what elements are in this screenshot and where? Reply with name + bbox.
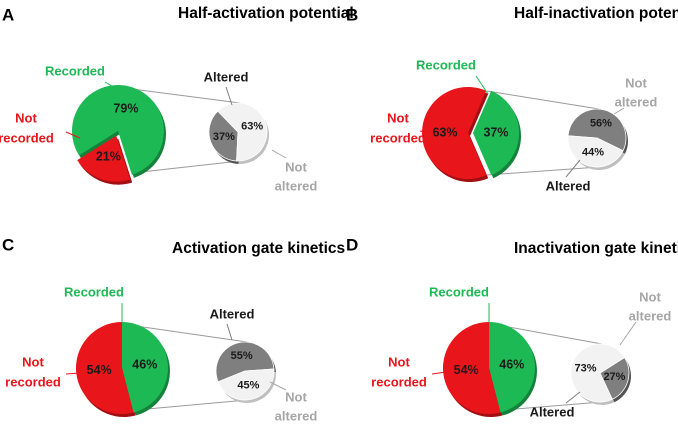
recorded-slice	[473, 90, 520, 176]
panel-title: Half-activation potential	[178, 5, 354, 22]
panel-d: D Inactivation gate kinetics 46% 54% 27% 73% R…	[346, 235, 678, 419]
not-altered-value-label: 44%	[582, 146, 604, 158]
altered-slice	[208, 110, 239, 162]
connector-line-bottom	[486, 166, 600, 176]
not-recorded-slice	[77, 135, 131, 182]
not-recorded-label-line-2: recorded	[0, 130, 54, 145]
connector-line-bottom	[131, 160, 241, 174]
recorded-slice	[72, 85, 165, 175]
not-recorded-label-line-2: recorded	[371, 374, 427, 389]
not-altered-label-line-2: altered	[629, 308, 672, 323]
panel-letter: B	[346, 5, 358, 24]
recorded-label: Recorded	[416, 57, 476, 72]
not-recorded-label-line-2: recorded	[370, 130, 426, 145]
altered-leader-line	[226, 323, 233, 341]
altered-value-label: 55%	[231, 350, 253, 362]
not-recorded-leader-line	[419, 130, 435, 135]
altered-label: Altered	[546, 178, 591, 193]
recorded-value-label: 46%	[499, 357, 524, 371]
not-recorded-value-label: 21%	[96, 150, 121, 164]
not-altered-slice	[217, 102, 268, 162]
recorded-label: Recorded	[64, 284, 124, 299]
not-altered-label-line-2: altered	[275, 178, 318, 193]
panel-title: Activation gate kinetics	[172, 240, 345, 257]
not-altered-slice	[567, 135, 624, 168]
not-recorded-label-line-1: Not	[387, 110, 409, 125]
not-recorded-value-label: 54%	[87, 363, 112, 377]
panel-title: Half-inactivation potential	[514, 5, 678, 22]
recorded-slice	[122, 322, 168, 413]
not-recorded-label-line-1: Not	[22, 354, 44, 369]
recorded-slice	[489, 322, 535, 413]
altered-value-label: 37%	[213, 131, 235, 143]
altered-label: Altered	[204, 69, 249, 84]
not-recorded-label-line-1: Not	[15, 110, 37, 125]
connector-line-bottom	[135, 399, 248, 411]
connector-line-bottom	[502, 401, 603, 411]
altered-slice	[215, 341, 275, 383]
not-altered-slice	[570, 343, 626, 403]
panel-letter: C	[2, 235, 14, 254]
altered-leader-line	[565, 391, 581, 404]
not-altered-leader-line	[613, 107, 625, 115]
not-altered-label-line-1: Not	[625, 75, 647, 90]
recorded-value-label: 79%	[113, 102, 138, 116]
connector-line-top	[502, 325, 603, 345]
not-recorded-slice	[422, 86, 487, 179]
not-recorded-value-label: 54%	[454, 363, 479, 377]
panel-letter: A	[2, 5, 14, 24]
altered-label: Altered	[210, 306, 255, 321]
panel-b: B Half-inactivation potential 37% 63% 56% 44%…	[346, 5, 678, 193]
altered-leader-line	[565, 159, 581, 178]
not-altered-slice	[217, 368, 275, 401]
altered-value-label: 56%	[590, 117, 612, 129]
recorded-leader-line	[104, 81, 123, 93]
altered-value-label: 27%	[603, 371, 625, 383]
not-altered-label-line-1: Not	[639, 289, 661, 304]
not-recorded-leader-line	[65, 372, 81, 375]
not-recorded-slice	[442, 322, 501, 414]
not-altered-value-label: 45%	[237, 380, 259, 392]
panel-letter: D	[346, 235, 358, 254]
not-altered-label-line-2: altered	[275, 408, 318, 423]
not-altered-leader-line	[269, 381, 287, 391]
not-recorded-label-line-2: recorded	[5, 374, 61, 389]
altered-slice	[599, 356, 630, 400]
altered-slice	[567, 108, 627, 152]
panel-a: A Half-activation potential 79% 21% 37% 63% Re…	[0, 5, 354, 193]
connector-line-top	[135, 325, 248, 343]
altered-leader-line	[225, 86, 233, 106]
not-recorded-leader-line	[65, 131, 81, 139]
not-altered-leader-line	[271, 149, 287, 159]
not-altered-value-label: 73%	[575, 363, 597, 375]
recorded-leader-line	[475, 75, 489, 95]
not-altered-value-label: 63%	[241, 121, 263, 133]
not-recorded-slice	[75, 322, 134, 414]
panel-c: C Activation gate kinetics 46% 54% 55% 45% Rec…	[2, 235, 345, 423]
not-altered-label-line-2: altered	[615, 94, 658, 109]
recorded-value-label: 37%	[483, 125, 508, 139]
recorded-value-label: 46%	[132, 357, 157, 371]
not-altered-label-line-1: Not	[285, 159, 307, 174]
connector-line-top	[486, 90, 600, 110]
not-recorded-value-label: 63%	[432, 125, 457, 139]
altered-label: Altered	[530, 404, 575, 419]
not-recorded-label-line-1: Not	[388, 354, 410, 369]
not-altered-label-line-1: Not	[285, 389, 307, 404]
panel-title: Inactivation gate kinetics	[514, 240, 678, 257]
not-recorded-leader-line	[431, 371, 447, 375]
recorded-label: Recorded	[45, 63, 105, 78]
not-altered-leader-line	[619, 321, 637, 346]
connector-line-top	[131, 88, 241, 104]
recorded-label: Recorded	[429, 284, 489, 299]
